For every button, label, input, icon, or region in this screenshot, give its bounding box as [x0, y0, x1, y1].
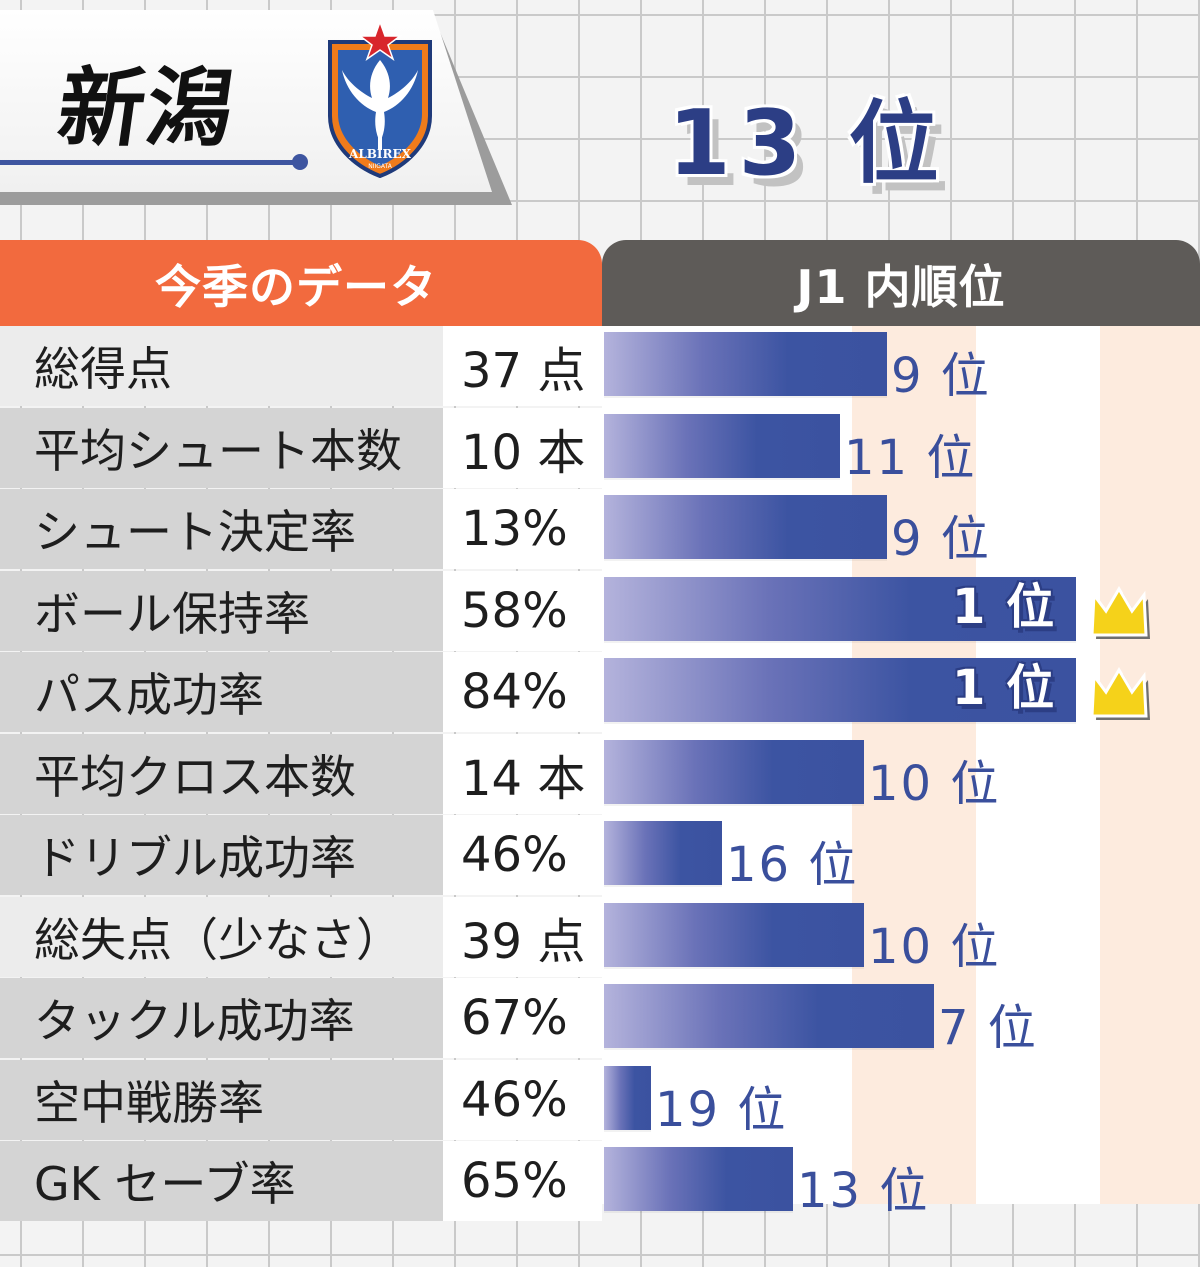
- grid-band: [1100, 326, 1200, 1204]
- emblem-text: ALBIREX: [348, 147, 412, 161]
- stat-label: 総得点: [0, 326, 443, 406]
- rank-bar: [604, 495, 887, 559]
- rank-bar: [604, 984, 934, 1048]
- stat-value: 10 本: [443, 408, 602, 488]
- header-underline-dot: [292, 154, 308, 170]
- header-underline: [0, 160, 298, 165]
- stat-value: 58%: [443, 571, 602, 651]
- rank-label: 7 位: [938, 1000, 1038, 1056]
- rank-bar: [604, 658, 1076, 722]
- rank-label: 13 位: [797, 1163, 930, 1219]
- stat-label: 空中戦勝率: [0, 1060, 443, 1140]
- emblem-subtext: NIIGATA: [368, 163, 393, 170]
- rank-bar: [604, 1066, 651, 1130]
- rank-bar: [604, 332, 887, 396]
- crown-icon: [1090, 586, 1150, 639]
- rank-bar: [604, 577, 1076, 641]
- crown-icon: [1090, 667, 1150, 720]
- rank-bar: [604, 821, 722, 885]
- stat-value: 65%: [443, 1141, 602, 1221]
- rank-label: 10 位: [868, 756, 1001, 812]
- stat-value: 14 本: [443, 734, 602, 814]
- rank-chart-area: [602, 326, 1200, 1204]
- stat-label: 平均クロス本数: [0, 734, 443, 814]
- rank-label: 9 位: [891, 348, 991, 404]
- stat-label: GK セーブ率: [0, 1141, 443, 1221]
- stat-value: 37 点: [443, 326, 602, 406]
- rank-label: 10 位: [868, 919, 1001, 975]
- tab-season-data: 今季のデータ: [0, 240, 602, 328]
- stat-label: タックル成功率: [0, 978, 443, 1058]
- stat-label: ドリブル成功率: [0, 815, 443, 895]
- stat-label: ボール保持率: [0, 571, 443, 651]
- rank-label: 9 位: [891, 511, 991, 567]
- team-emblem-icon: ALBIREX NIIGATA: [328, 20, 432, 178]
- stat-label: 総失点（少なさ）: [0, 897, 443, 977]
- stat-value: 46%: [443, 815, 602, 895]
- rank-label: 16 位: [726, 837, 859, 893]
- team-name: 新潟: [51, 59, 242, 159]
- stat-value: 39 点: [443, 897, 602, 977]
- stat-value: 46%: [443, 1060, 602, 1140]
- tab-season-data-label: 今季のデータ: [155, 260, 437, 314]
- rank-label: 19 位: [655, 1082, 788, 1138]
- tab-j1-rank-label: J1 内順位: [796, 260, 1006, 314]
- rank-bar: [604, 1147, 793, 1211]
- stat-label: シュート決定率: [0, 489, 443, 569]
- overall-rank: 13 位: [668, 91, 947, 196]
- stat-value: 13%: [443, 489, 602, 569]
- rank-bar: [604, 414, 840, 478]
- stat-value: 84%: [443, 652, 602, 732]
- rank-label: 1 位: [952, 660, 1057, 716]
- rank-bar: [604, 903, 864, 967]
- rank-label: 11 位: [844, 430, 977, 486]
- rank-bar: [604, 740, 864, 804]
- stat-label: パス成功率: [0, 652, 443, 732]
- grid-band: [852, 326, 976, 1204]
- tab-j1-rank: J1 内順位: [602, 240, 1200, 328]
- rank-label: 1 位: [952, 579, 1057, 635]
- stat-value: 67%: [443, 978, 602, 1058]
- stat-label: 平均シュート本数: [0, 408, 443, 488]
